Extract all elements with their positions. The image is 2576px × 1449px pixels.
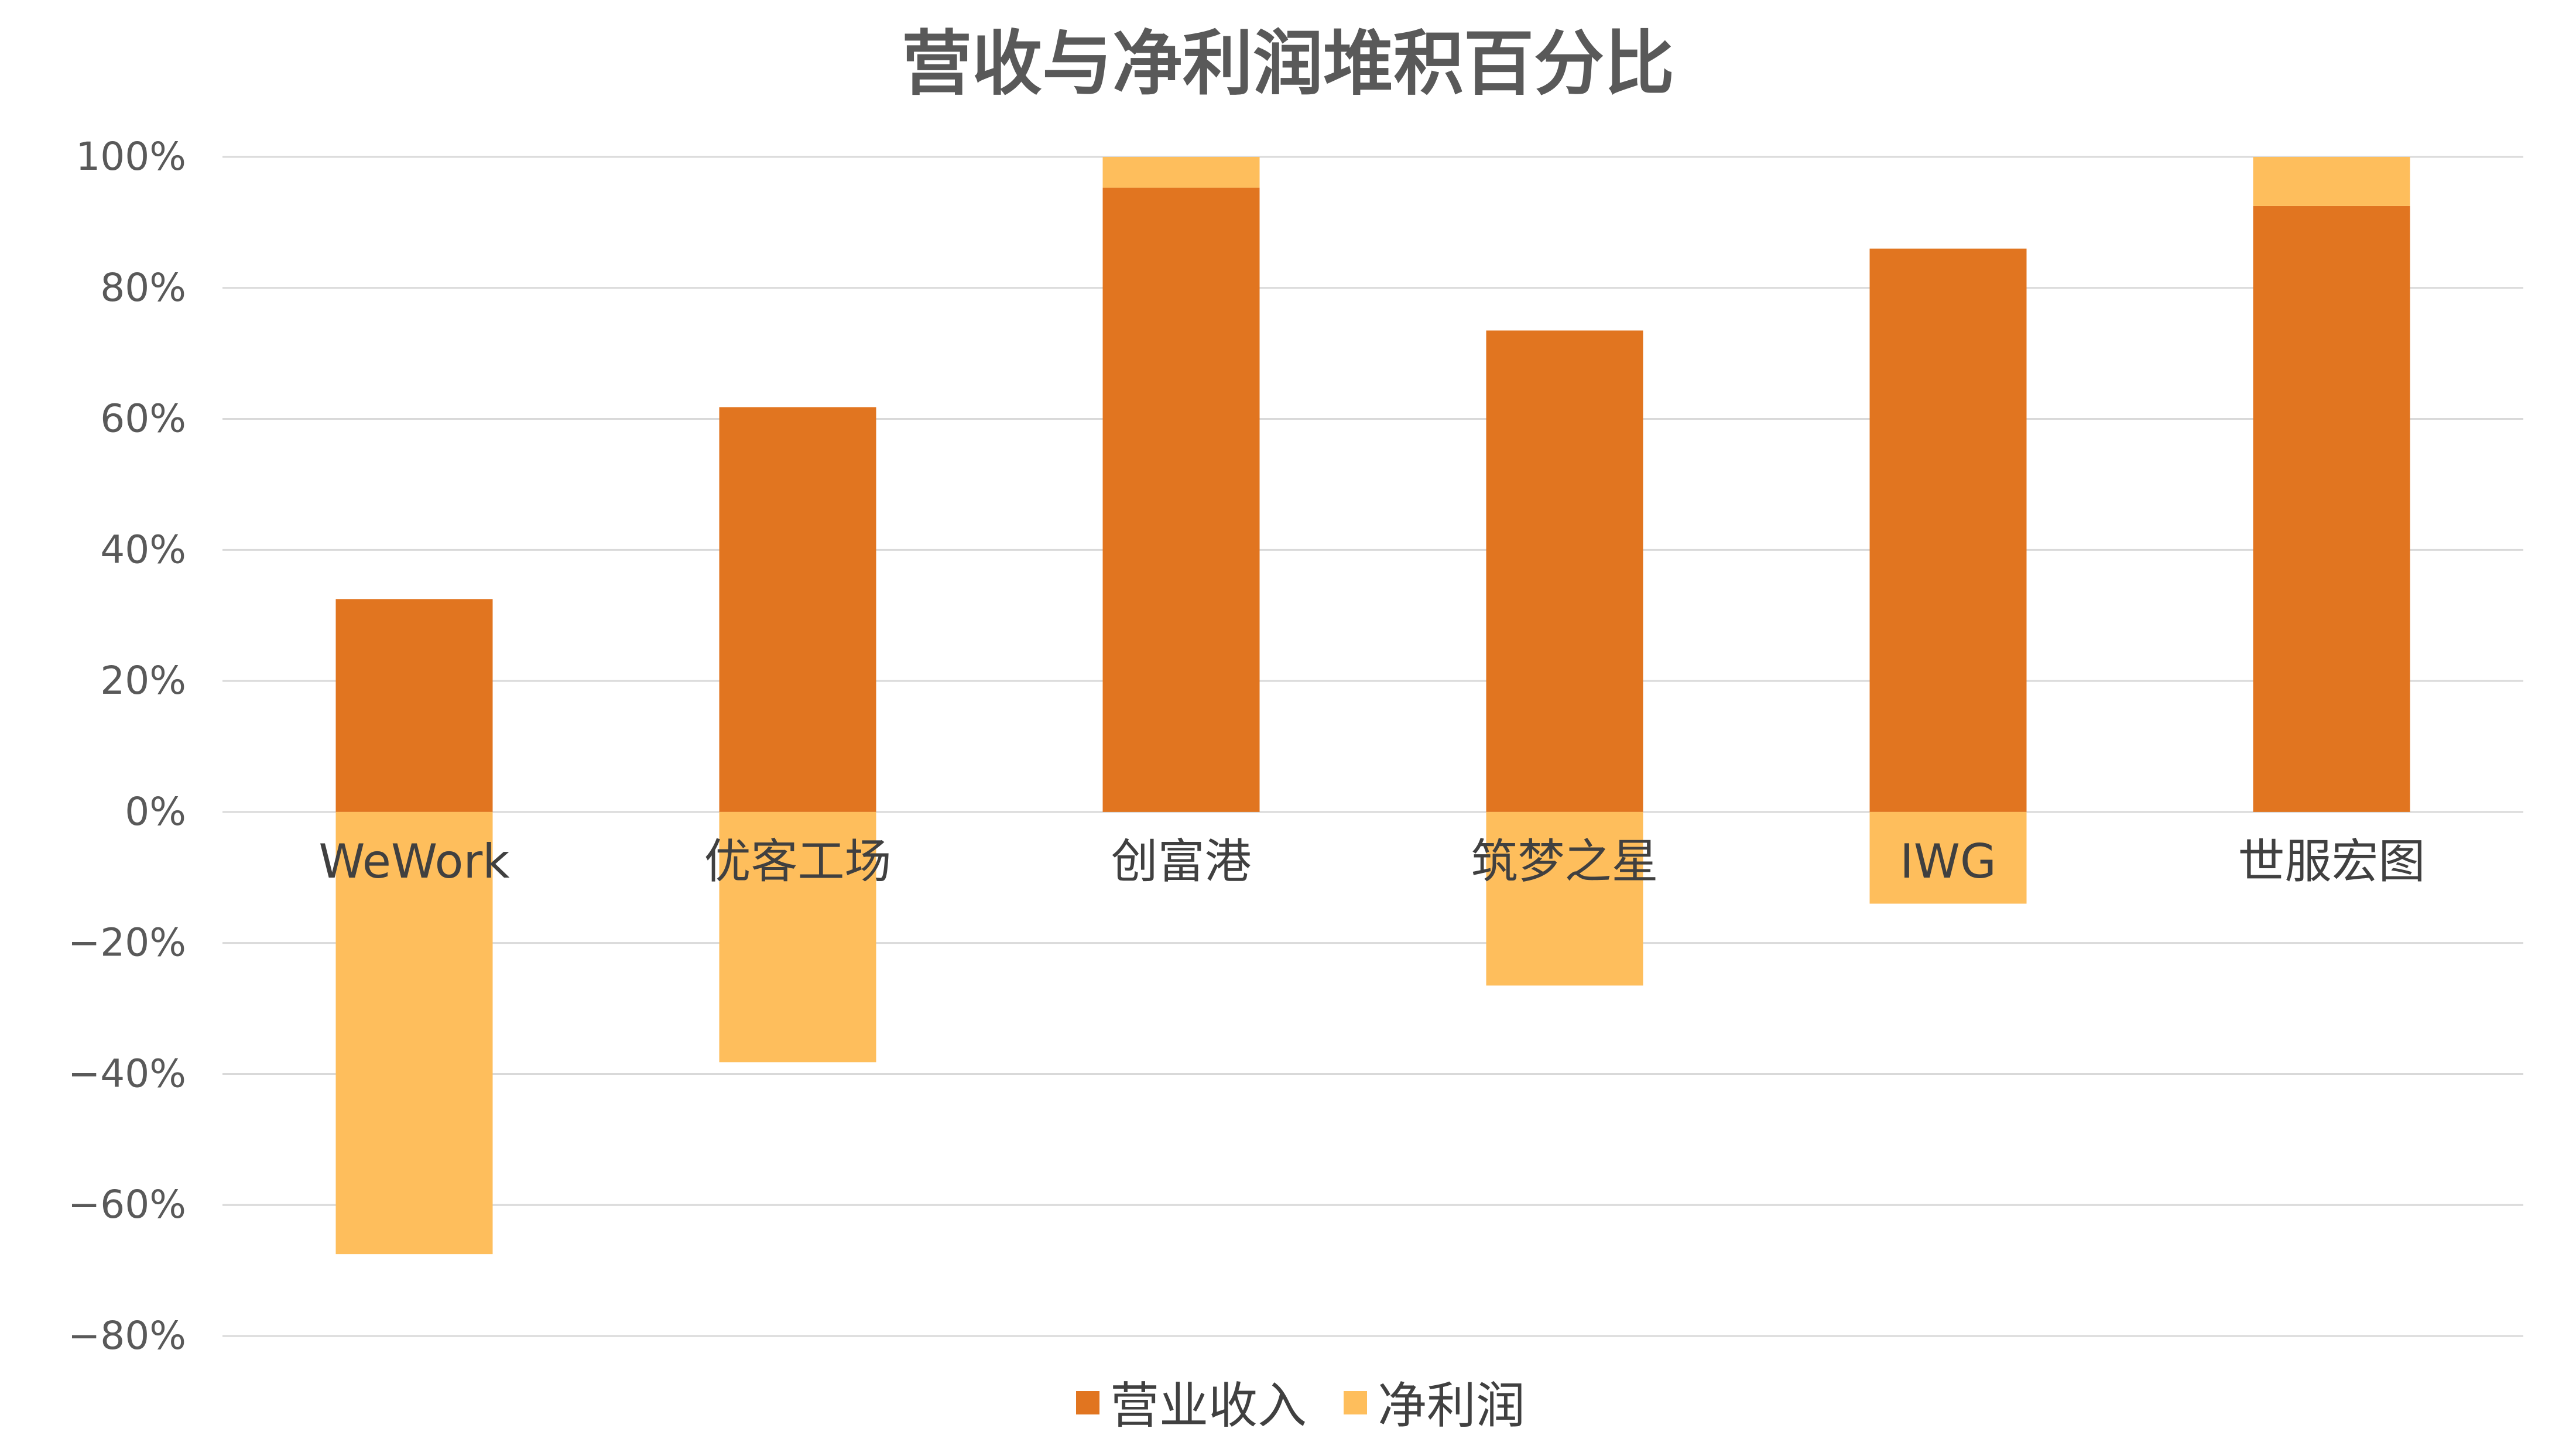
category-label: 筑梦之星	[1471, 834, 1659, 889]
bar-revenue	[1102, 187, 1260, 812]
legend-label-revenue: 营业收入	[1110, 1377, 1307, 1434]
y-tick-label: 80%	[100, 265, 186, 310]
chart-title: 营收与净利润堆积百分比	[902, 23, 1674, 105]
y-tick-label: 20%	[100, 658, 186, 703]
legend-swatch-net-profit	[1344, 1391, 1367, 1414]
y-axis-ticks: 100% 80% 60% 40% 20% 0% −20% −40% −60% −80%	[68, 134, 186, 1358]
legend: 营业收入 净利润	[1076, 1377, 1525, 1434]
category-label: IWG	[1900, 834, 1996, 889]
bar-net-profit	[1102, 157, 1260, 188]
category-label: 优客工场	[704, 834, 892, 889]
category-label: 创富港	[1111, 834, 1252, 889]
y-tick-label: −60%	[68, 1182, 186, 1227]
bar-net-profit	[335, 811, 493, 1255]
y-tick-label: −40%	[68, 1051, 186, 1096]
y-tick-label: 100%	[76, 134, 186, 179]
legend-swatch-revenue	[1076, 1391, 1099, 1414]
bars	[335, 157, 2410, 1255]
bar-net-profit	[1869, 811, 2027, 904]
y-tick-label: −20%	[68, 920, 186, 965]
category-label: 世服宏图	[2238, 834, 2426, 889]
bar-revenue	[2253, 205, 2410, 812]
y-tick-label: 0%	[125, 789, 186, 834]
bar-net-profit	[719, 811, 876, 1063]
y-tick-label: 60%	[100, 396, 186, 441]
y-tick-label: 40%	[100, 527, 186, 572]
legend-label-net-profit: 净利润	[1378, 1377, 1525, 1434]
bar-revenue	[1486, 330, 1643, 812]
category-label: WeWork	[318, 834, 510, 889]
bar-revenue	[335, 599, 493, 812]
bar-net-profit	[2253, 157, 2410, 206]
bar-revenue	[1869, 248, 2027, 812]
y-tick-label: −80%	[68, 1313, 186, 1358]
gridlines	[222, 156, 2523, 1337]
bar-net-profit	[1486, 811, 1643, 986]
bar-revenue	[719, 407, 876, 812]
category-labels: WeWork 优客工场 创富港 筑梦之星 IWG 世服宏图	[318, 834, 2425, 889]
